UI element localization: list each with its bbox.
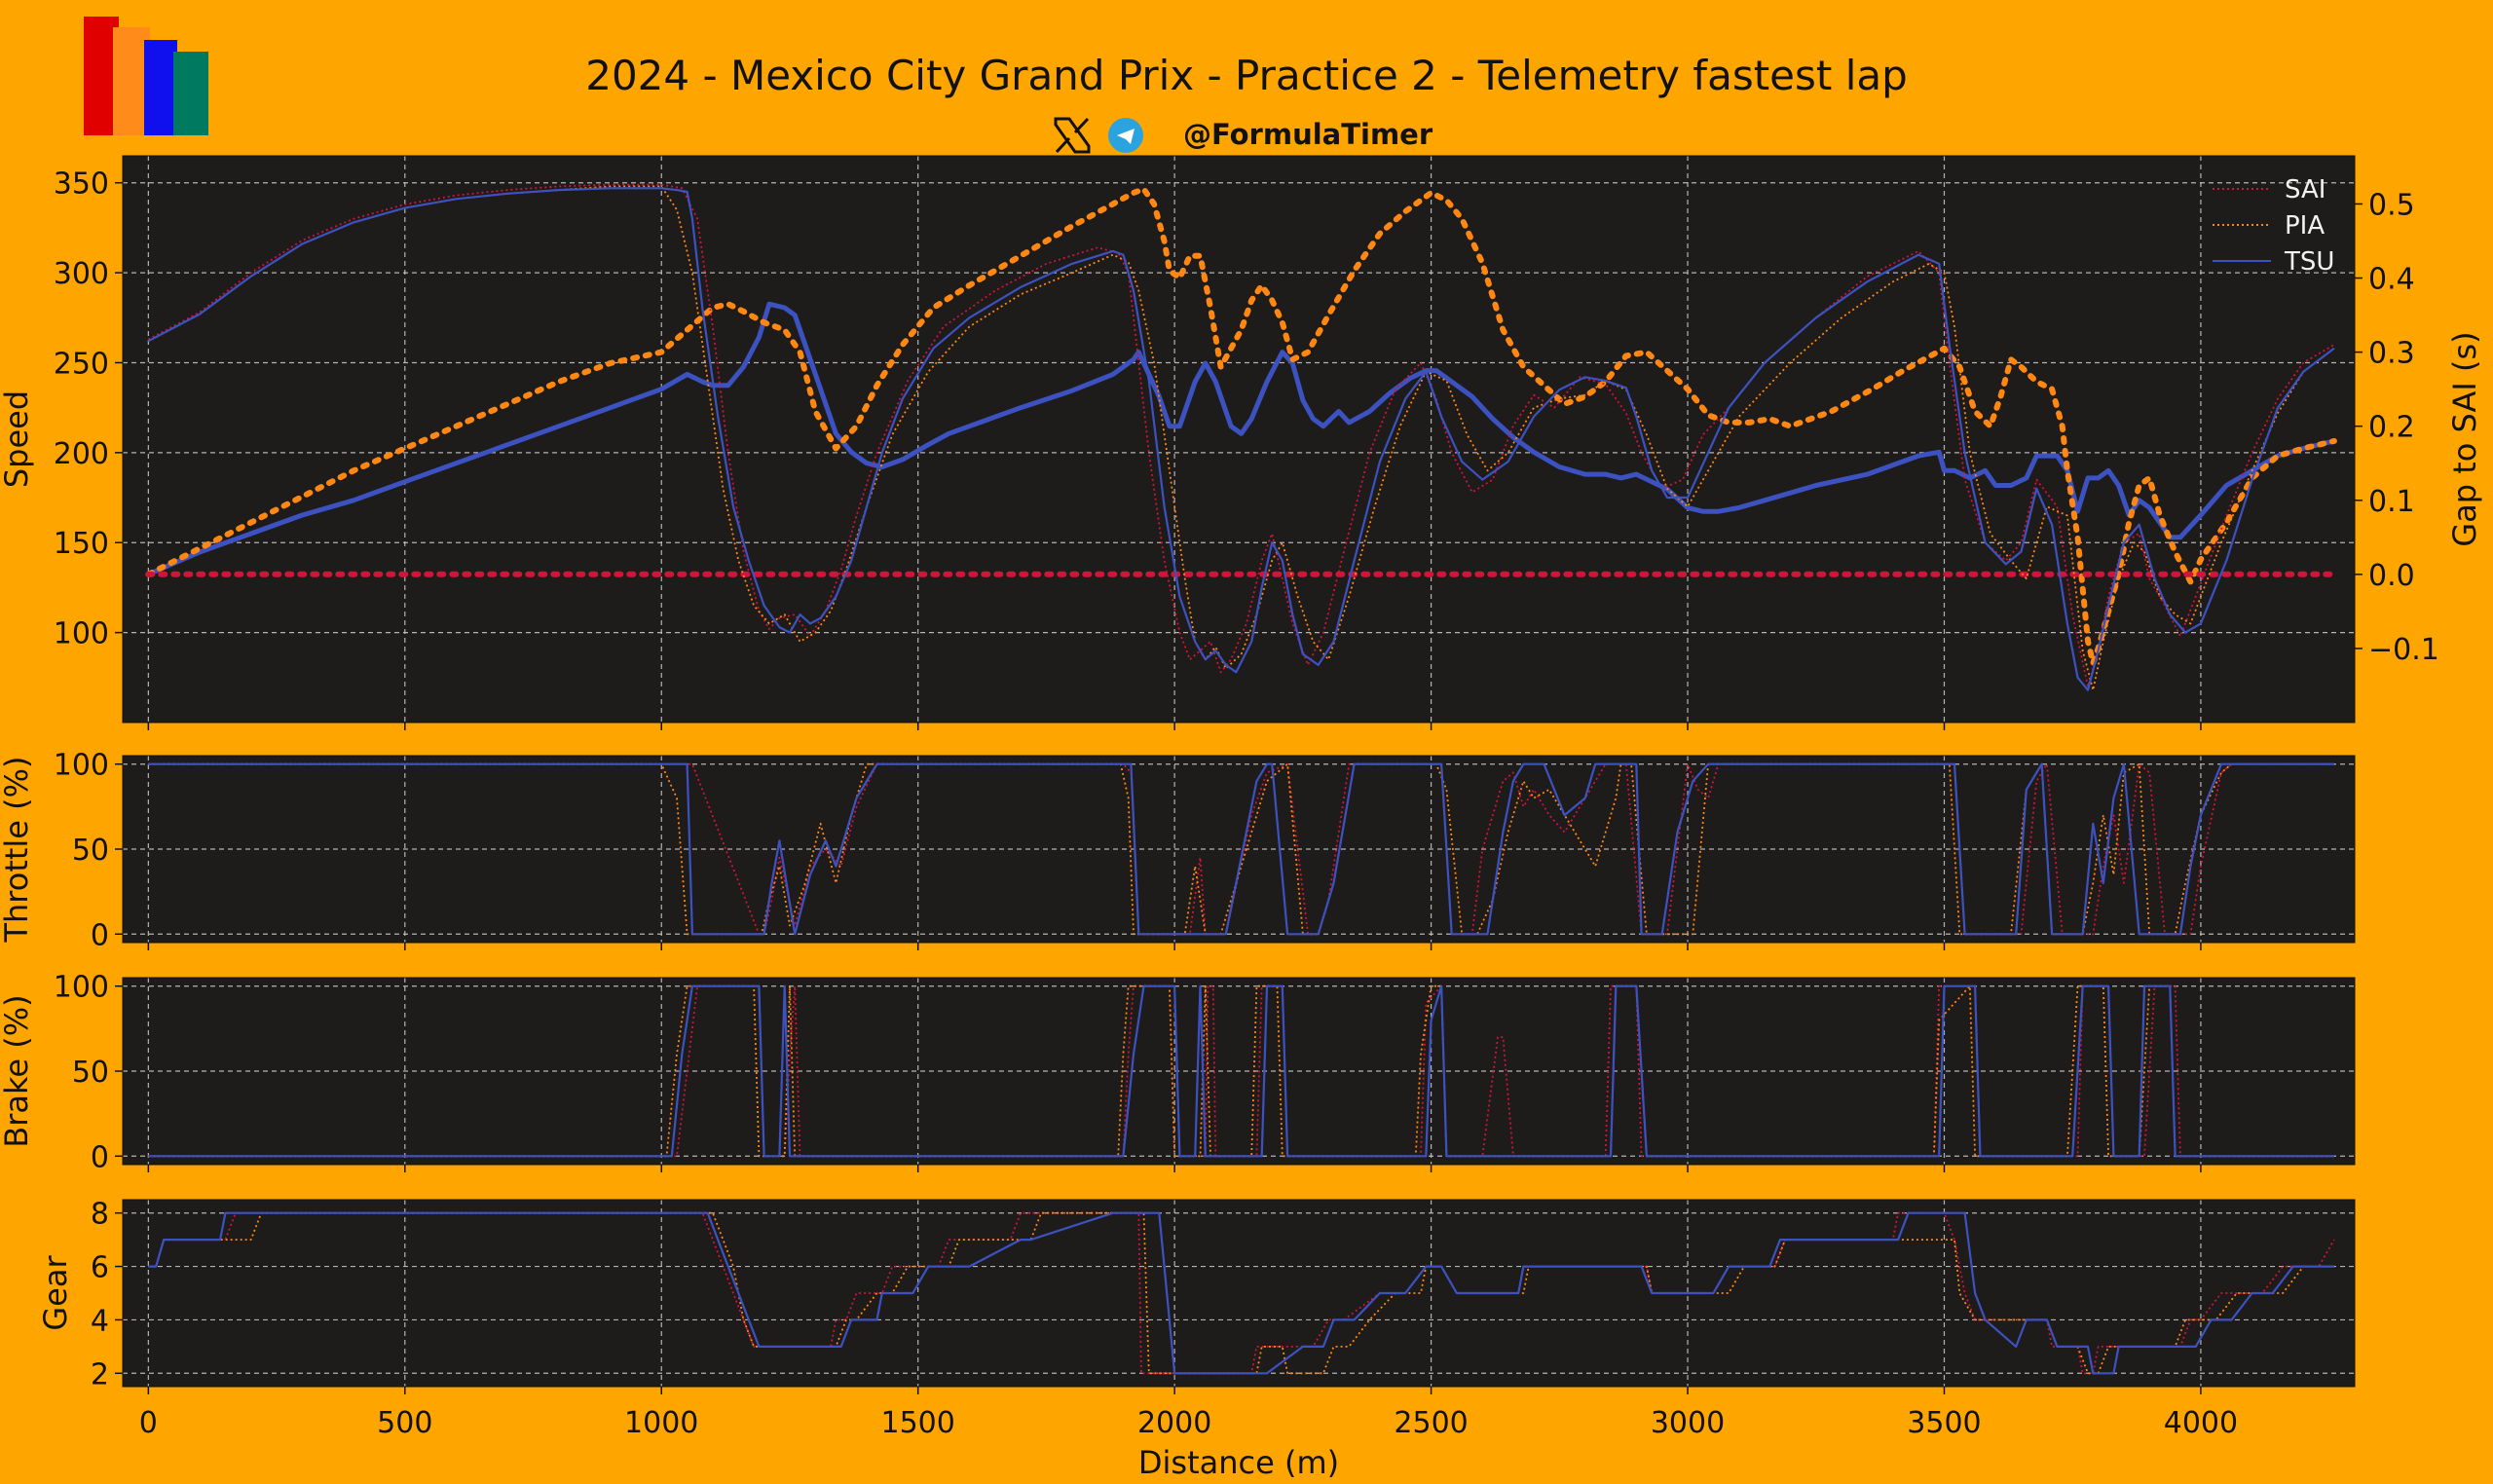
tsu-speed-line [147,187,2335,691]
gear-frame [122,1199,2356,1388]
x-tick-label: 1500 [881,1406,955,1440]
y-tick-label: 50 [72,834,109,868]
chart-title: 2024 - Mexico City Grand Prix - Practice… [585,52,1908,99]
gear-series-layer [148,1211,2335,1375]
legend-label-sai: SAI [2285,175,2326,204]
y-tick-label: 100 [54,617,109,651]
legend-label-tsu: TSU [2284,247,2334,277]
y2-tick-label: 0.5 [2368,188,2415,222]
y2-tick-label: 0.4 [2368,263,2415,297]
x-tick-label: 500 [377,1406,432,1440]
logo-bar [173,52,208,135]
y-tick-label: 8 [91,1198,109,1232]
y-tick-label: 0 [91,918,109,952]
speed-frame [122,155,2356,723]
y2-tick-label: 0.1 [2368,485,2415,519]
legend-label-pia: PIA [2285,211,2325,241]
speed-plot-area [123,156,2355,723]
tsu-gear-line [148,1211,2334,1375]
y-tick-label: 250 [54,347,109,381]
y-tick-label: 200 [54,437,109,471]
x-axis-label: Distance (m) [1138,1444,1339,1480]
social-handle[interactable]: @FormulaTimer [1183,118,1433,151]
y2-tick-label: 0.3 [2368,337,2415,371]
y-tick-label: 6 [91,1251,109,1285]
x-tick-label: 1000 [624,1406,698,1440]
y-tick-label: 2 [91,1357,109,1391]
y-tick-label: 4 [91,1304,109,1338]
y-tick-label: 150 [54,527,109,561]
x-logo-icon[interactable] [1054,117,1091,154]
y-axis-label: Speed [0,390,35,488]
throttle-series-layer [148,762,2334,936]
x-tick-label: 2500 [1394,1406,1468,1440]
telegram-icon[interactable] [1108,118,1143,153]
x-tick-label: 0 [139,1406,158,1440]
y-axis-label: Brake (%) [0,994,35,1147]
y-tick-label: 350 [54,167,109,202]
brake-frame [122,977,2356,1166]
gap-tsu-speed-line [147,301,2335,577]
gear-plot-area [123,1200,2355,1387]
y2-tick-label: 0.0 [2368,559,2415,593]
bar-logo-icon [84,17,208,135]
brake-series-layer [148,984,2334,1158]
y-tick-label: 100 [54,971,109,1005]
y2-axis-label: Gap to SAI (s) [2446,331,2483,546]
panel-speed: 100 150 200 250 300 350 −0.1 0.0 0.1 0.2 0.3 0.4 0.5… [0,155,2483,730]
panel-throttle: 0 50 100 Throttle (%) [0,749,2356,952]
pia-speed-line [147,185,2335,691]
y2-tick-label: 0.2 [2368,411,2415,445]
speed-series-layer [145,183,2337,691]
x-tick-label: 2000 [1137,1406,1211,1440]
tsu-brake-line [148,984,2334,1158]
gap-pia-speed-line [145,186,2337,667]
legend: SAI PIA TSU [2213,175,2334,277]
logo-bar [113,27,150,135]
throttle-frame [122,755,2356,944]
y2-tick-label: −0.1 [2368,633,2439,667]
y-axis-label: Gear [37,1255,74,1331]
panel-brake: 0 50 100 Brake (%) [0,971,2356,1174]
y-tick-label: 50 [72,1056,109,1090]
logo-bar [144,40,177,135]
x-tick-label: 3500 [1907,1406,1981,1440]
tsu-throttle-line [148,762,2334,936]
x-tick-label: 3000 [1651,1406,1725,1440]
y-tick-label: 300 [54,257,109,291]
y-tick-label: 0 [91,1140,109,1174]
panel-gear: 2 4 6 8 Gear 0 500 1000 1500 2000 2500 3000 3500 4000… [37,1198,2356,1481]
y-axis-label: Throttle (%) [0,756,35,943]
y-tick-label: 100 [54,749,109,783]
x-tick-label: 4000 [2164,1406,2238,1440]
